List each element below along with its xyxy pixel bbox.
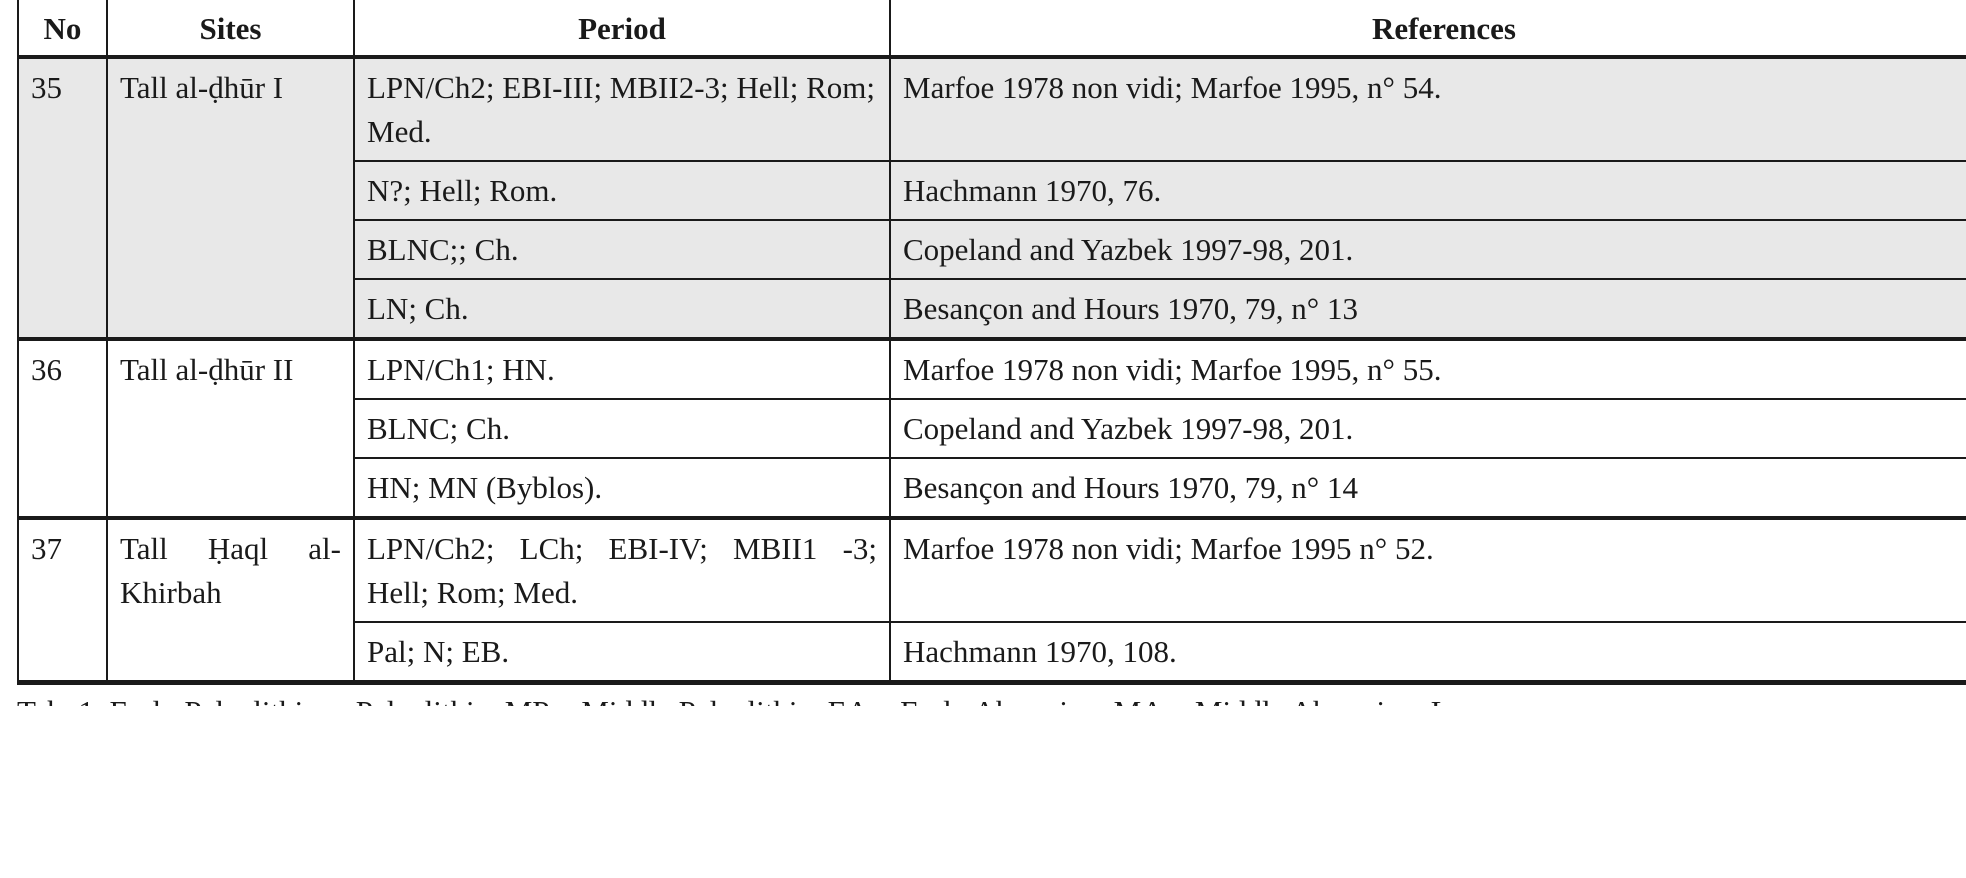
table-row: BLNC; Ch. Copeland and Yazbek 1997-98, 2… [18, 398, 1966, 459]
reference-cell: Marfoe 1978 non vidi; Marfoe 1995, n° 54… [889, 56, 1966, 162]
table-caption: Tab. 1. Early Paleolithic ... Paleolithi… [17, 690, 1450, 706]
reference-cell: Hachmann 1970, 108. [889, 621, 1966, 685]
reference-cell: Marfoe 1978 non vidi; Marfoe 1995 n° 52. [889, 517, 1966, 623]
reference-cell: Besançon and Hours 1970, 79, n° 13 [889, 278, 1966, 341]
reference-cell: Marfoe 1978 non vidi; Marfoe 1995, n° 55… [889, 338, 1966, 400]
period-cell: LN; Ch. [353, 278, 891, 341]
sites-table: No Sites Period References 35 Tall al-ḍh… [17, 0, 1966, 685]
site-name: Tall al-ḍhūr I [106, 56, 355, 341]
table-row: 35 Tall al-ḍhūr I LPN/Ch2; EBI-III; MBII… [17, 56, 1966, 341]
reference-cell: Copeland and Yazbek 1997-98, 201. [889, 398, 1966, 459]
site-number: 37 [17, 517, 108, 685]
period-cell: LPN/Ch1; HN. [353, 338, 891, 400]
period-cell: Pal; N; EB. [353, 621, 891, 685]
header-references: References [889, 0, 1966, 59]
period-cell: BLNC; Ch. [353, 398, 891, 459]
table-row: 36 Tall al-ḍhūr II LPN/Ch1; HN. Marfoe 1… [17, 338, 1966, 520]
table-row: LN; Ch. Besançon and Hours 1970, 79, n° … [18, 278, 1966, 341]
table-row: 37 Tall Ḥaql al-Khirbah LPN/Ch2; LCh; EB… [17, 517, 1966, 685]
table-row: HN; MN (Byblos). Besançon and Hours 1970… [18, 457, 1966, 520]
period-cell: LPN/Ch2; EBI-III; MBII2-3; Hell; Rom; Me… [353, 56, 891, 162]
period-cell: LPN/Ch2; LCh; EBI-IV; MBII1 -3; Hell; Ro… [353, 517, 891, 623]
header-sites: Sites [106, 0, 355, 59]
caption-text: Tab. 1. Early Paleolithic ... Paleolithi… [17, 690, 1450, 706]
table-row: Pal; N; EB. Hachmann 1970, 108. [18, 621, 1966, 685]
reference-cell: Besançon and Hours 1970, 79, n° 14 [889, 457, 1966, 520]
site-number: 36 [17, 338, 108, 520]
reference-cell: Hachmann 1970, 76. [889, 160, 1966, 221]
site-name: Tall al-ḍhūr II [106, 338, 355, 520]
table-row: N?; Hell; Rom. Hachmann 1970, 76. [18, 160, 1966, 221]
site-name: Tall Ḥaql al-Khirbah [106, 517, 355, 685]
header-period: Period [353, 0, 891, 59]
period-cell: BLNC;; Ch. [353, 219, 891, 280]
site-number: 35 [17, 56, 108, 341]
period-cell: HN; MN (Byblos). [353, 457, 891, 520]
table-row: BLNC;; Ch. Copeland and Yazbek 1997-98, … [18, 219, 1966, 280]
reference-cell: Copeland and Yazbek 1997-98, 201. [889, 219, 1966, 280]
period-cell: N?; Hell; Rom. [353, 160, 891, 221]
header-no: No [17, 0, 108, 59]
header-row: No Sites Period References [17, 0, 1966, 59]
